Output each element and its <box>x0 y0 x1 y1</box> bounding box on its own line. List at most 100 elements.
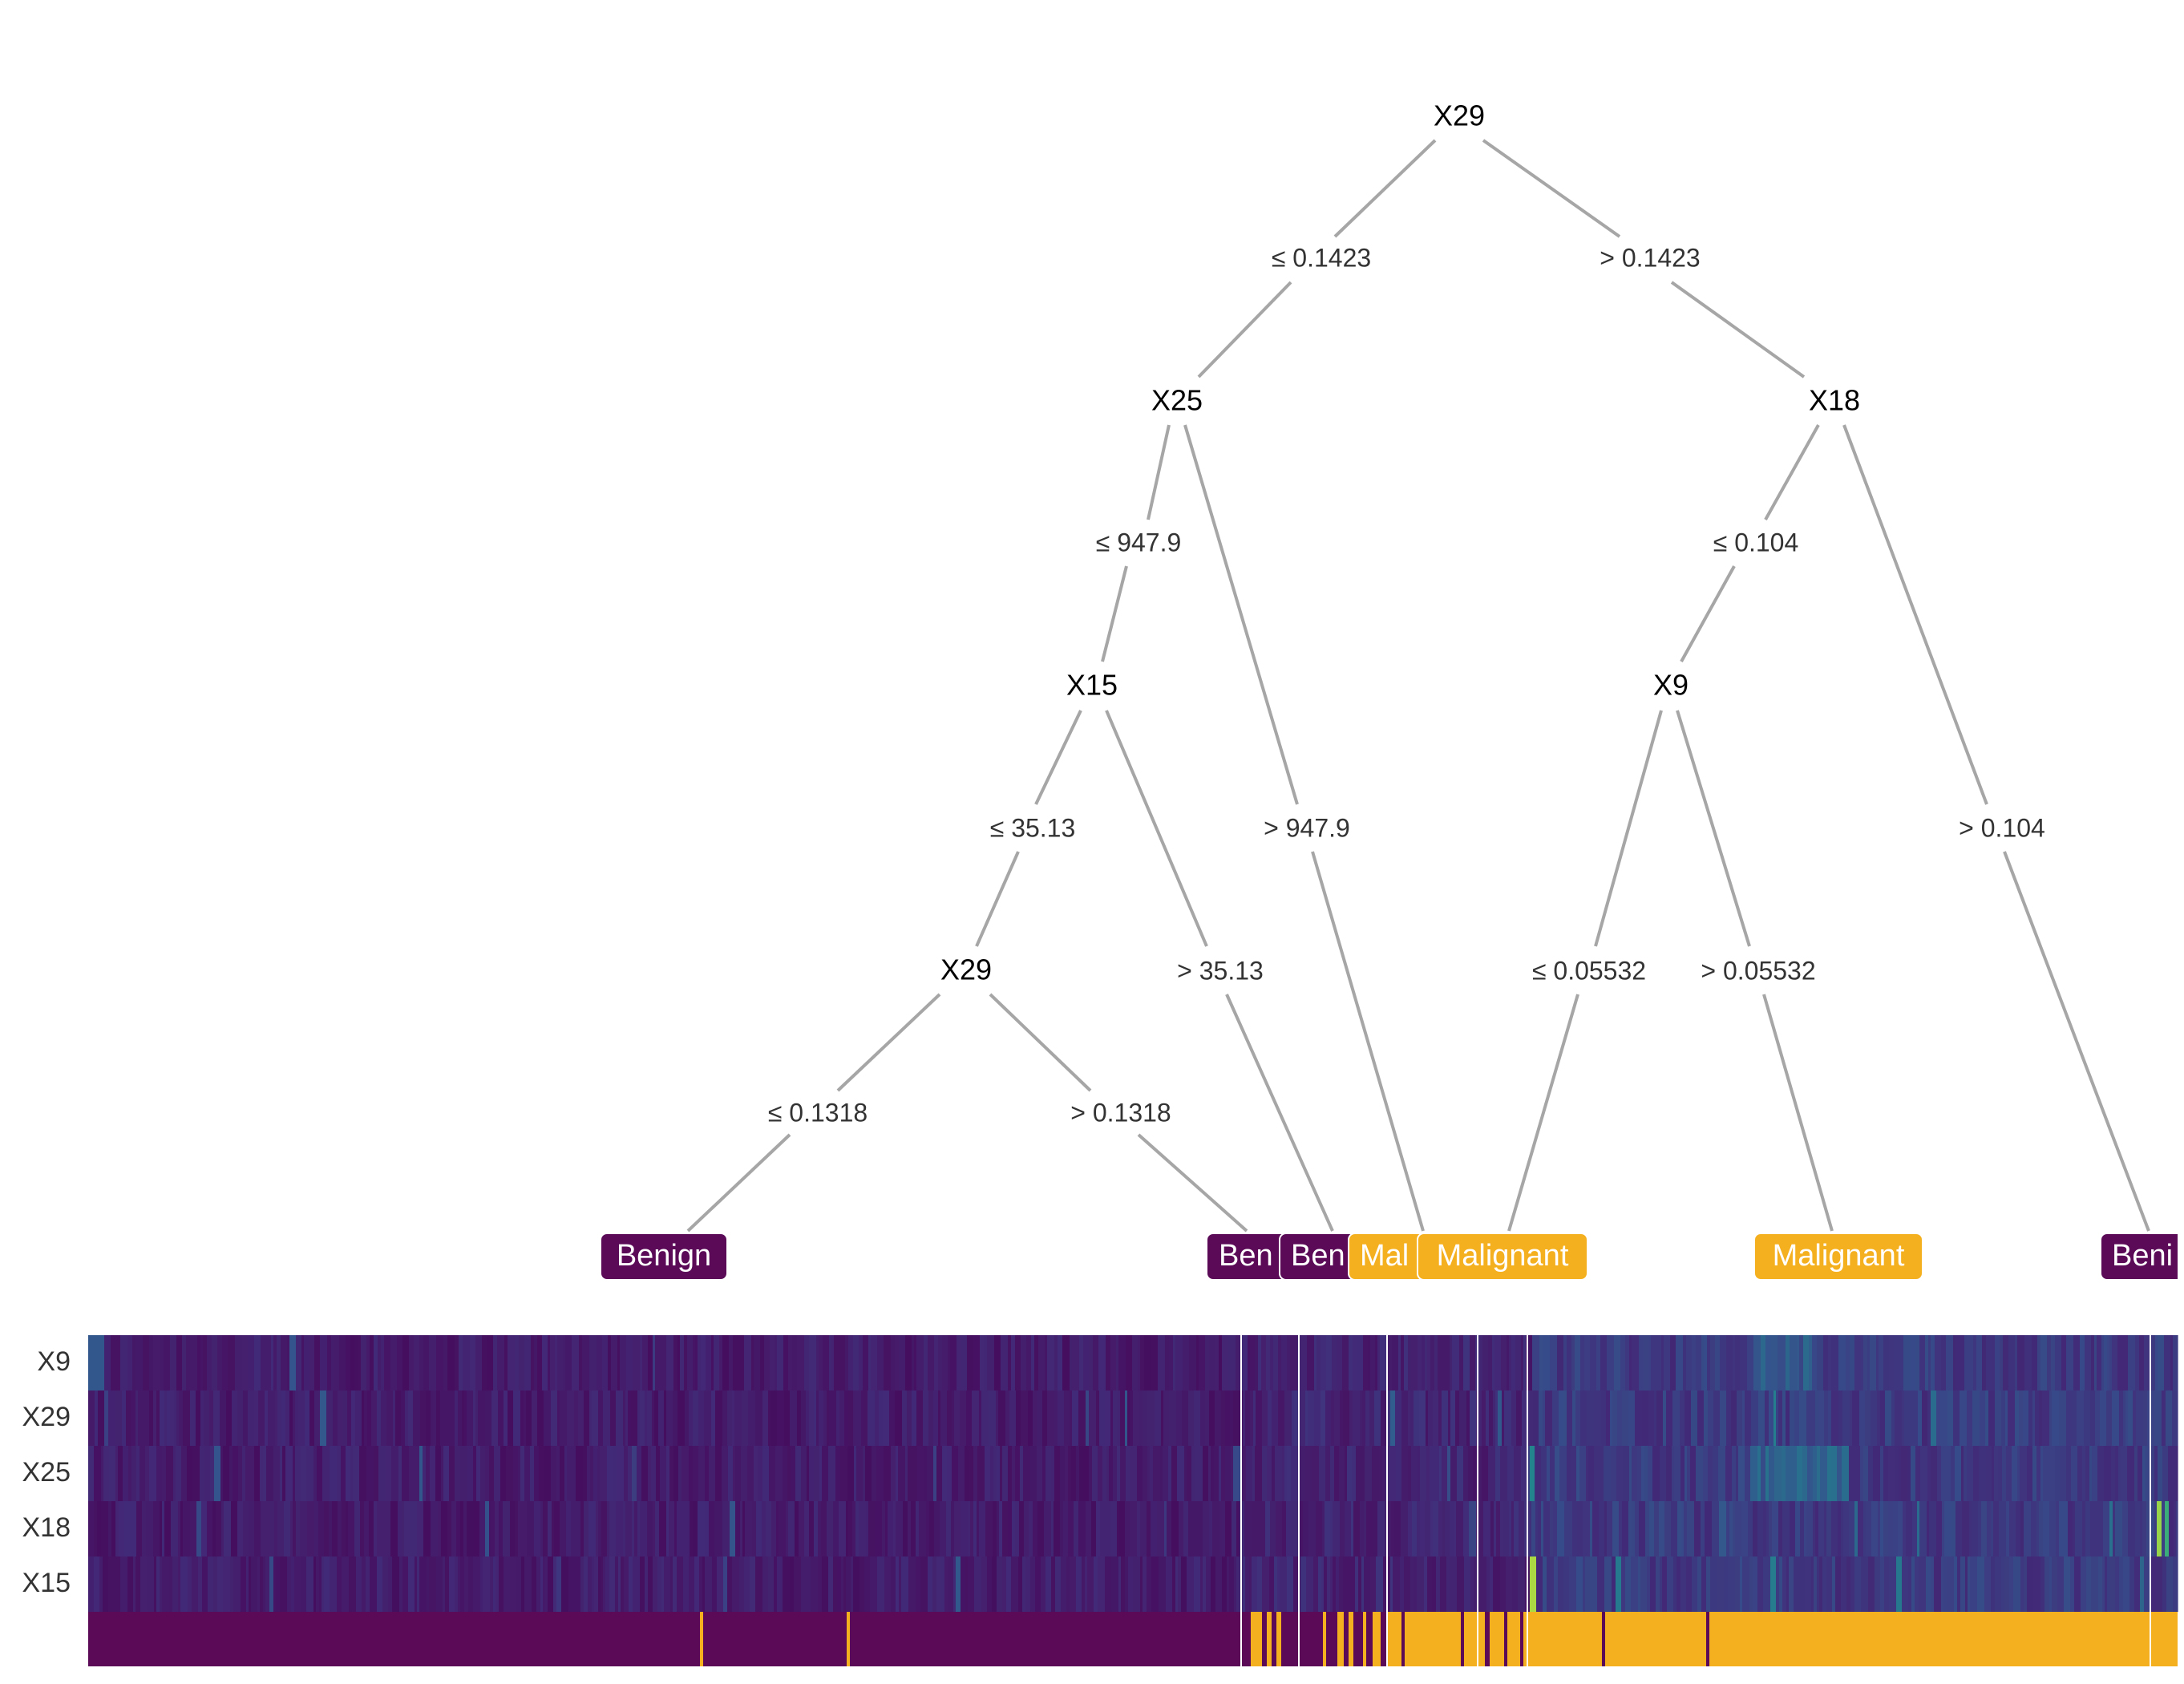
heatmap-cell <box>752 1501 757 1556</box>
heatmap-cell <box>178 1556 181 1612</box>
heatmap-cell <box>1828 1335 1832 1391</box>
heatmap-cell <box>1925 1335 1929 1391</box>
heatmap-cell <box>1171 1501 1179 1556</box>
heatmap-cell <box>1692 1335 1697 1391</box>
heatmap-cell <box>704 1391 712 1446</box>
edge-label-e6: > 0.104 <box>1959 813 2045 842</box>
heatmap-cell <box>1543 1335 1551 1391</box>
heatmap-cell <box>147 1556 155 1612</box>
heatmap-cell <box>1804 1501 1807 1556</box>
heatmap-cell <box>1889 1556 1897 1612</box>
heatmap-cell <box>661 1556 665 1612</box>
heatmap-cell <box>1567 1446 1571 1501</box>
heatmap-cell <box>1502 1391 1505 1446</box>
heatmap-cell <box>1557 1335 1564 1391</box>
heatmap-cell <box>1418 1446 1421 1501</box>
heatmap-cell <box>647 1501 653 1556</box>
heatmap-cell <box>1140 1501 1147 1556</box>
heatmap-cell <box>153 1335 161 1391</box>
class-bar-segment <box>1602 1612 1605 1666</box>
heatmap-cell <box>698 1335 702 1391</box>
heatmap-cell <box>1995 1556 2002 1612</box>
heatmap-cell <box>751 1335 754 1391</box>
heatmap-cell <box>819 1335 823 1391</box>
heatmap-cell <box>1648 1391 1655 1446</box>
heatmap-cell <box>329 1501 333 1556</box>
heatmap-cell <box>719 1335 723 1391</box>
heatmap-cell <box>1782 1556 1787 1612</box>
heatmap-cell <box>417 1556 420 1612</box>
heatmap-cell <box>715 1446 722 1501</box>
heatmap-cell <box>560 1391 568 1446</box>
heatmap-cell <box>1763 1501 1767 1556</box>
heatmap-cell <box>1771 1391 1774 1446</box>
heatmap-cell <box>1116 1335 1119 1391</box>
heatmap-cell <box>348 1501 355 1556</box>
heatmap-cell <box>540 1501 544 1556</box>
heatmap-cell <box>1195 1501 1203 1556</box>
heatmap-cell <box>2154 1391 2162 1446</box>
heatmap-cell <box>388 1556 393 1612</box>
heatmap-cell <box>1203 1446 1209 1501</box>
heatmap-cell <box>1096 1391 1100 1446</box>
heatmap-cell <box>1292 1391 1295 1446</box>
heatmap-cell <box>521 1556 525 1612</box>
heatmap-cell <box>770 1335 775 1391</box>
heatmap-cell <box>836 1391 840 1446</box>
heatmap-cell <box>1515 1335 1522 1391</box>
heatmap-cell <box>702 1556 706 1612</box>
heatmap-cell <box>1811 1556 1814 1612</box>
heatmap-cell <box>973 1501 977 1556</box>
heatmap-cell <box>510 1556 516 1612</box>
heatmap-cell <box>956 1556 961 1612</box>
heatmap-cell <box>1838 1501 1842 1556</box>
heatmap-cell <box>1504 1391 1512 1446</box>
heatmap-cell <box>2033 1556 2041 1612</box>
heatmap-cell <box>669 1446 674 1501</box>
heatmap-cell <box>1934 1556 1942 1612</box>
heatmap-cell <box>709 1446 716 1501</box>
heatmap-cell <box>1639 1335 1644 1391</box>
heatmap-cell <box>277 1335 281 1391</box>
heatmap-cell <box>2174 1446 2177 1501</box>
heatmap-cell <box>1545 1391 1553 1446</box>
heatmap-cell <box>1516 1391 1523 1446</box>
heatmap-cell <box>1452 1335 1460 1391</box>
heatmap-cell <box>455 1335 459 1391</box>
heatmap-cell <box>115 1556 121 1612</box>
heatmap-cell <box>1965 1556 1968 1612</box>
heatmap-cell <box>281 1335 288 1391</box>
heatmap-cell <box>190 1335 198 1391</box>
heatmap-cell <box>1860 1446 1864 1501</box>
heatmap-cell <box>1973 1446 1980 1501</box>
heatmap-cell <box>1265 1501 1271 1556</box>
heatmap-cell <box>732 1391 735 1446</box>
heatmap-cell <box>1623 1446 1630 1501</box>
heatmap-cell <box>2066 1391 2073 1446</box>
heatmap-cell <box>1991 1556 1996 1612</box>
heatmap-cell <box>314 1501 319 1556</box>
heatmap-cell <box>1151 1335 1159 1391</box>
heatmap-cell <box>382 1556 389 1612</box>
heatmap-cell <box>1604 1501 1608 1556</box>
heatmap-cell <box>706 1335 712 1391</box>
heatmap-cell <box>882 1501 886 1556</box>
heatmap-cell <box>1894 1335 1901 1391</box>
heatmap-cell <box>1215 1391 1222 1446</box>
heatmap-cell <box>1902 1391 1905 1446</box>
class-bar-segment <box>1401 1612 1405 1666</box>
heatmap-cell <box>1229 1556 1235 1612</box>
heatmap-cell <box>1111 1556 1119 1612</box>
heatmap-cell <box>1656 1391 1664 1446</box>
heatmap-cell <box>223 1556 231 1612</box>
heatmap-cell <box>1270 1501 1276 1556</box>
heatmap-cell <box>1606 1391 1611 1446</box>
heatmap-cell <box>1333 1501 1341 1556</box>
heatmap-cell <box>705 1501 710 1556</box>
heatmap-cell <box>1943 1556 1948 1612</box>
edge-labels: ≤ 0.1423 > 0.1423 ≤ 947.9 > 947.9 ≤ 0.10… <box>768 243 2045 1127</box>
heatmap-cell <box>641 1446 649 1501</box>
class-bar-segment <box>1276 1612 1281 1666</box>
heatmap-cell <box>848 1391 854 1446</box>
heatmap-cell <box>1070 1556 1077 1612</box>
